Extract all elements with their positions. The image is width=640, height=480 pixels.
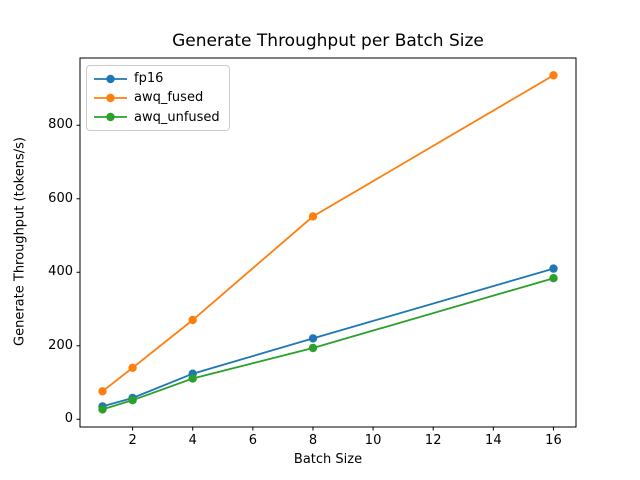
x-tick-label: 10 xyxy=(364,433,382,448)
y-tick-label: 0 xyxy=(64,411,73,427)
y-tick-label: 400 xyxy=(48,264,73,280)
series-marker-awq_fused xyxy=(308,212,318,221)
legend-row-awq_fused: awq_fused xyxy=(94,88,229,107)
series-marker-awq_fused xyxy=(188,315,197,325)
x-tick-label: 4 xyxy=(188,433,197,448)
y-tick-label: 800 xyxy=(48,117,73,133)
legend-row-fp16: fp16 xyxy=(94,69,229,88)
y-axis-label: Generate Throughput (tokens/s) xyxy=(12,137,28,346)
x-tick-label: 6 xyxy=(248,433,257,448)
series-marker-awq_unfused xyxy=(549,274,558,283)
series-marker-awq_fused xyxy=(549,71,558,80)
legend-label: awq_fused xyxy=(134,90,204,106)
legend-row-awq_unfused: awq_unfused xyxy=(94,108,229,127)
y-tick-label: 600 xyxy=(48,190,73,206)
series-marker-awq_fused xyxy=(128,363,137,372)
series-line-awq_unfused xyxy=(102,277,554,411)
x-tick-label: 2 xyxy=(128,433,137,448)
legend-line-marker-icon xyxy=(94,93,127,103)
series-marker-awq_fused xyxy=(98,387,107,396)
x-tick-label: 14 xyxy=(485,433,502,448)
axes-border xyxy=(79,57,577,428)
legend-line-marker-icon xyxy=(94,74,127,83)
legend: fp16 awq_fused awq_unfused xyxy=(86,65,230,131)
chart-title: Generate Throughput per Batch Size xyxy=(172,31,484,51)
series-marker-awq_unfused xyxy=(128,396,137,405)
legend-line-marker-icon xyxy=(94,113,127,122)
x-axis-label: Batch Size xyxy=(293,452,363,467)
series-marker-fp16 xyxy=(549,264,558,273)
series-marker-awq_unfused xyxy=(308,343,318,353)
legend-label: fp16 xyxy=(134,71,164,87)
x-tick-label: 16 xyxy=(545,433,562,448)
x-tick-label: 12 xyxy=(424,433,442,448)
series-marker-fp16 xyxy=(308,334,318,343)
series-marker-awq_unfused xyxy=(98,405,107,414)
y-tick-label: 200 xyxy=(48,337,73,353)
legend-label: awq_unfused xyxy=(134,109,220,125)
x-tick-label: 8 xyxy=(308,433,318,448)
series-marker-awq_unfused xyxy=(188,374,197,383)
